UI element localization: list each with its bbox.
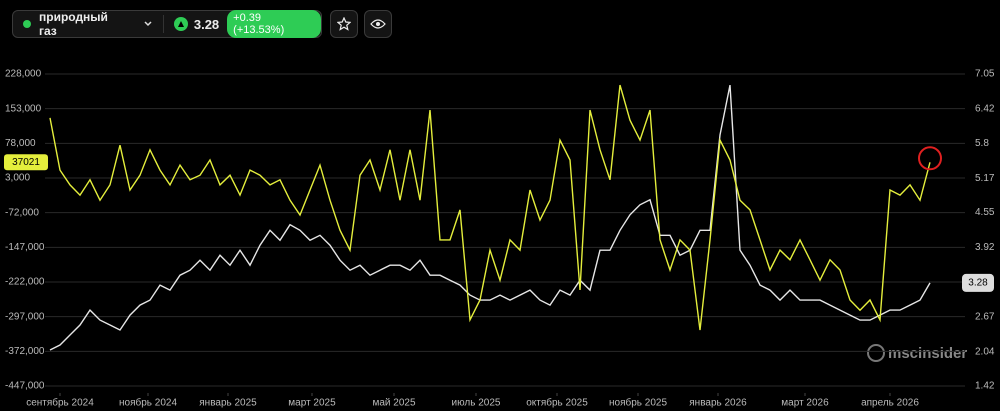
x-tick-label: март 2025	[288, 398, 336, 409]
favorite-button[interactable]	[330, 10, 358, 38]
eye-icon	[370, 19, 386, 29]
y2-tick-label: 6.42	[975, 104, 995, 115]
watermark: mscinsider	[867, 344, 967, 362]
last-value-label: 37021	[12, 157, 40, 168]
y-tick-label: -72,000	[5, 207, 39, 218]
up-icon	[173, 17, 188, 31]
chevron	[144, 21, 152, 27]
x-tick-label: сентябрь 2024	[26, 397, 94, 409]
divider	[162, 15, 164, 33]
x-tick-label: июль 2025	[452, 398, 501, 409]
y-tick-label: 78,000	[5, 138, 36, 149]
x-tick-label: январь 2025	[199, 398, 257, 409]
x-tick-label: апрель 2026	[861, 398, 919, 409]
y-tick-label: -147,000	[5, 242, 45, 253]
x-tick-label: ноябрь 2025	[609, 397, 667, 409]
y-tick-label: -447,000	[5, 381, 45, 392]
price: 3.28	[193, 16, 220, 32]
x-tick-label: октябрь 2025	[526, 397, 588, 409]
asset-selector[interactable]: природный газ 3.28 +0.39 (+13.53%)	[12, 10, 322, 38]
y-tick-label: -372,000	[5, 346, 45, 357]
x-tick-label: май 2025	[372, 398, 415, 409]
series-line	[49, 84, 931, 331]
y2-tick-label: 5.8	[975, 138, 989, 149]
status-dot	[23, 20, 31, 28]
y-tick-label: 3,000	[5, 173, 30, 184]
asset-name: природный газ	[38, 10, 108, 38]
change-badge: +0.39 (+13.53%)	[227, 10, 321, 38]
x-tick-label: январь 2026	[689, 398, 747, 409]
y2-tick-label: 7.05	[975, 69, 995, 80]
y2-tick-label: 3.92	[975, 242, 995, 253]
series-line	[49, 84, 931, 351]
last-value-tag	[4, 154, 48, 171]
highlight-ring	[918, 146, 942, 171]
last-price-tag	[962, 273, 994, 292]
y2-tick-label: 2.67	[975, 311, 995, 322]
y-tick-label: -297,000	[5, 311, 45, 322]
star-icon	[337, 17, 351, 31]
y-tick-label: 153,000	[5, 103, 42, 114]
y2-tick-label: 4.55	[975, 207, 995, 218]
y-tick-label: 228,000	[5, 69, 42, 80]
y2-tick-label: 1.42	[975, 381, 995, 392]
watermark-text: mscinsider	[888, 345, 967, 362]
last-price-label: 3.28	[968, 278, 988, 289]
y-tick-label: -222,000	[5, 277, 45, 288]
view-button[interactable]	[364, 10, 392, 38]
y2-tick-label: 5.17	[975, 173, 995, 184]
y2-tick-label: 2.04	[975, 346, 995, 357]
x-tick-label: ноябрь 2024	[119, 397, 177, 409]
x-tick-label: март 2026	[781, 398, 829, 409]
